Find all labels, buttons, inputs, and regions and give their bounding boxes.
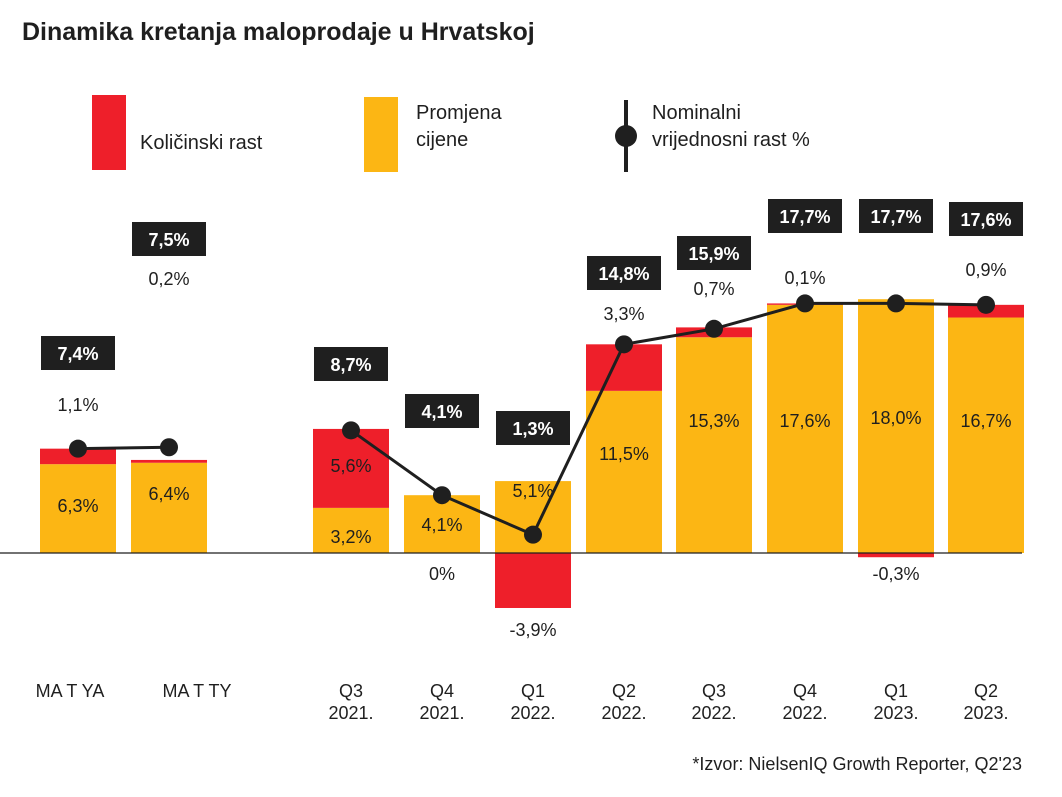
category-label-8-line2: 2023. xyxy=(873,703,918,723)
category-label-8-line1: Q1 xyxy=(884,681,908,701)
category-label-1: MA T TY xyxy=(162,681,231,701)
nominal-box-8 xyxy=(859,199,933,233)
nominal-point-0 xyxy=(69,439,87,458)
nominal-label-6: 15,9% xyxy=(688,244,739,264)
price-label-3: 4,1% xyxy=(421,515,462,535)
nominal-box-2 xyxy=(314,347,388,381)
nominal-label-1: 7,5% xyxy=(148,230,189,250)
nominal-label-8: 17,7% xyxy=(870,207,921,227)
price-label-8: 18,0% xyxy=(870,408,921,428)
nominal-box-4 xyxy=(496,411,570,445)
nominal-box-5 xyxy=(587,256,661,290)
legend-nominal-line2: vrijednosni rast % xyxy=(652,129,810,151)
nominal-box-7 xyxy=(768,199,842,233)
nominal-label-7: 17,7% xyxy=(779,207,830,227)
nominal-box-0 xyxy=(41,336,115,370)
volume-label-0: 1,1% xyxy=(57,395,98,415)
volume-label-9: 0,9% xyxy=(965,260,1006,280)
nominal-point-8 xyxy=(887,294,905,313)
category-label-7-line2: 2022. xyxy=(782,703,827,723)
category-label-5-line1: Q2 xyxy=(612,681,636,701)
volume-bar-4 xyxy=(495,553,571,608)
legend-label-nominal: Nominalni vrijednosni rast % xyxy=(652,100,810,154)
nominal-point-7 xyxy=(796,294,814,313)
volume-label-7: 0,1% xyxy=(784,268,825,288)
volume-label-1: 0,2% xyxy=(148,269,189,289)
category-label-0: MA T YA xyxy=(36,681,105,701)
price-label-5: 11,5% xyxy=(599,444,649,464)
category-label-4-line2: 2022. xyxy=(510,703,555,723)
volume-bar-1 xyxy=(131,459,207,463)
category-label-6-line2: 2022. xyxy=(691,703,736,723)
nominal-label-3: 4,1% xyxy=(421,402,462,422)
price-bar-6 xyxy=(676,337,752,553)
category-label-9-line1: Q2 xyxy=(974,681,998,701)
price-bar-2 xyxy=(313,507,389,553)
legend-nominal-line1: Nominalni xyxy=(652,102,741,124)
volume-label-6: 0,7% xyxy=(693,279,734,299)
category-label-9-line2: 2023. xyxy=(963,703,1008,723)
nominal-line-0 xyxy=(77,445,170,451)
price-label-1: 6,4% xyxy=(148,484,189,504)
volume-bar-2 xyxy=(313,428,389,508)
nominal-point-9 xyxy=(977,295,995,314)
nominal-line-1 xyxy=(350,301,987,537)
category-label-2-line2: 2021. xyxy=(328,703,373,723)
price-bar-8 xyxy=(858,299,934,553)
nominal-point-6 xyxy=(705,319,723,338)
source-note: *Izvor: NielsenIQ Growth Reporter, Q2'23 xyxy=(692,754,1022,774)
legend-price-line2: cijene xyxy=(416,129,469,151)
price-bar-1 xyxy=(131,462,207,553)
legend-label-volume: Količinski rast xyxy=(140,130,262,157)
nominal-point-5 xyxy=(615,335,633,354)
nominal-box-6 xyxy=(677,236,751,270)
price-label-4: 5,1% xyxy=(512,481,553,501)
category-label-4-line1: Q1 xyxy=(521,681,545,701)
nominal-point-3 xyxy=(433,486,451,505)
price-bar-5 xyxy=(586,390,662,553)
volume-label-5: 3,3% xyxy=(603,304,644,324)
nominal-box-1 xyxy=(132,222,206,256)
legend-line-marker-icon xyxy=(615,100,637,172)
price-bar-7 xyxy=(767,304,843,553)
volume-label-2: 5,6% xyxy=(330,456,371,476)
price-bar-0 xyxy=(40,464,116,553)
volume-label-3: 0% xyxy=(429,564,455,584)
price-label-0: 6,3% xyxy=(57,496,98,516)
legend-swatch-volume xyxy=(92,95,126,170)
price-label-9: 16,7% xyxy=(960,411,1011,431)
nominal-point-4 xyxy=(524,525,542,544)
category-label-7-line1: Q4 xyxy=(793,681,817,701)
category-label-6-line1: Q3 xyxy=(702,681,726,701)
chart-title: Dinamika kretanja maloprodaje u Hrvatsko… xyxy=(22,18,535,46)
legend-label-price: Promjena cijene xyxy=(416,100,502,154)
price-bar-9 xyxy=(948,317,1024,553)
nominal-box-9 xyxy=(949,202,1023,236)
volume-label-4: -3,9% xyxy=(509,620,556,640)
nominal-label-2: 8,7% xyxy=(330,355,371,375)
nominal-point-2 xyxy=(342,421,360,440)
category-label-3-line1: Q4 xyxy=(430,681,454,701)
nominal-box-3 xyxy=(405,394,479,428)
category-label-3-line2: 2021. xyxy=(419,703,464,723)
nominal-label-5: 14,8% xyxy=(598,264,649,284)
volume-label-8: -0,3% xyxy=(872,564,919,584)
volume-bar-8 xyxy=(858,553,934,558)
price-label-6: 15,3% xyxy=(688,411,739,431)
nominal-label-9: 17,6% xyxy=(960,210,1011,230)
price-label-7: 17,6% xyxy=(779,411,830,431)
legend-volume-text: Količinski rast xyxy=(140,132,263,154)
nominal-label-4: 1,3% xyxy=(512,419,553,439)
nominal-point-1 xyxy=(160,438,178,457)
price-label-2: 3,2% xyxy=(330,527,371,547)
category-label-5-line2: 2022. xyxy=(601,703,646,723)
legend-price-line1: Promjena xyxy=(416,102,502,124)
legend-swatch-price xyxy=(364,97,398,172)
category-label-2-line1: Q3 xyxy=(339,681,363,701)
nominal-label-0: 7,4% xyxy=(57,344,98,364)
